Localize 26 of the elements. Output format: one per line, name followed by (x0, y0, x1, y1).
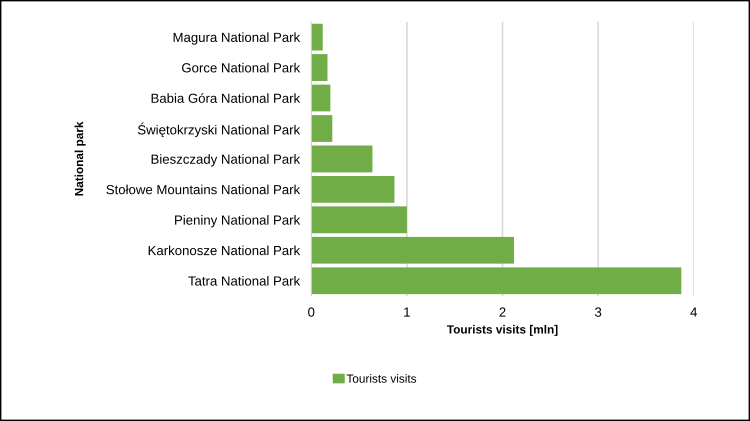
x-tick-label: 1 (404, 308, 410, 317)
legend-label: Tourists visits (346, 374, 416, 383)
x-axis-title: Tourists visits [mln] (446, 324, 558, 336)
bar (311, 54, 328, 81)
y-tick-label: Magura National Park (174, 32, 300, 45)
y-tick-label: Gorce National Park (182, 62, 300, 72)
bar (311, 84, 330, 112)
y-tick-label: Tatra National Park (188, 276, 300, 286)
bar (311, 176, 394, 203)
y-tick-label: Babia Góra National Park (152, 93, 300, 103)
bar (311, 267, 682, 294)
y-tick-label: Stołowe Mountains National Park (106, 184, 300, 194)
y-axis-title: National park (74, 122, 86, 196)
y-tick-label: Karkonosze National Park (148, 246, 300, 256)
x-tick-label: 0 (308, 307, 314, 317)
y-tick-label: Świętokrzyski National Park (138, 122, 300, 138)
y-tick-label: Pieniny National Park (175, 215, 300, 228)
bar (311, 24, 323, 51)
x-tick-label: 3 (594, 307, 602, 317)
x-tick-label: 4 (690, 308, 698, 317)
bar (311, 236, 514, 264)
bar (311, 146, 372, 172)
bar (311, 115, 332, 142)
y-tick-label: Bieszczady National Park (152, 154, 300, 166)
x-tick-label: 2 (499, 307, 506, 317)
bar (311, 206, 407, 234)
